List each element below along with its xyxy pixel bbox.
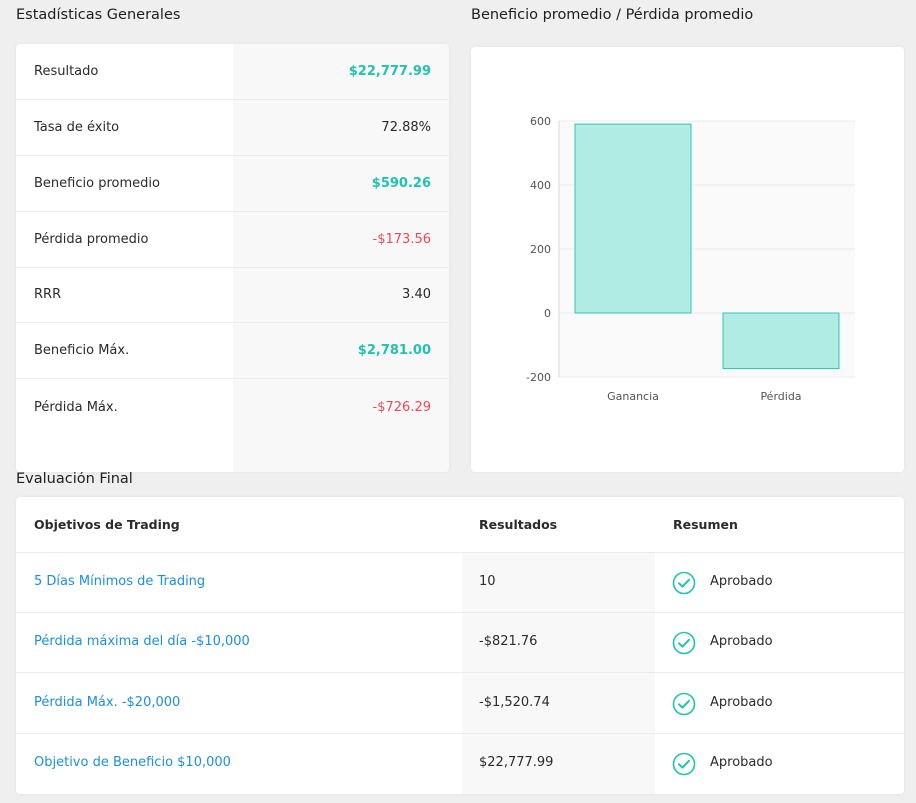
stat-value: -$173.56 bbox=[372, 232, 431, 247]
objective-link[interactable]: Pérdida máxima del día -$10,000 bbox=[34, 634, 250, 649]
table-row: Pérdida máxima del día -$10,000 -$821.76… bbox=[16, 613, 904, 673]
status-text: Aprobado bbox=[710, 695, 773, 710]
header-summary: Resumen bbox=[673, 517, 738, 532]
status-text: Aprobado bbox=[710, 634, 773, 649]
header-results: Resultados bbox=[479, 517, 558, 532]
check-circle-icon bbox=[672, 631, 696, 655]
stat-value: -$726.29 bbox=[372, 399, 431, 415]
y-tick-label: 200 bbox=[530, 243, 551, 256]
stat-row-success-rate: Tasa de éxito 72.88% bbox=[16, 100, 449, 156]
stat-value: $22,777.99 bbox=[348, 64, 431, 79]
stat-label: Tasa de éxito bbox=[34, 120, 120, 135]
stat-row-result: Resultado $22,777.99 bbox=[16, 44, 449, 100]
objective-link[interactable]: Pérdida Máx. -$20,000 bbox=[34, 695, 181, 710]
stat-row-max-profit: Beneficio Máx. $2,781.00 bbox=[16, 323, 449, 379]
result-value: -$821.76 bbox=[479, 634, 538, 649]
result-value: -$1,520.74 bbox=[479, 695, 550, 710]
stat-label: RRR bbox=[34, 287, 62, 302]
objective-link[interactable]: Objetivo de Beneficio $10,000 bbox=[34, 755, 231, 770]
stat-row-rrr: RRR 3.40 bbox=[16, 267, 449, 323]
objective-link[interactable]: 5 Días Mínimos de Trading bbox=[34, 574, 206, 589]
stat-value: 3.40 bbox=[402, 287, 431, 302]
result-value: $22,777.99 bbox=[479, 755, 554, 770]
results-column-background bbox=[462, 553, 655, 794]
evaluation-title: Evaluación Final bbox=[16, 471, 133, 487]
check-circle-icon bbox=[672, 752, 696, 776]
value-column-background bbox=[233, 44, 449, 472]
stat-label: Pérdida promedio bbox=[34, 232, 149, 247]
y-tick-label: 400 bbox=[530, 179, 551, 192]
stat-value: $2,781.00 bbox=[357, 343, 431, 358]
stat-label: Beneficio promedio bbox=[34, 176, 160, 191]
check-circle-icon bbox=[672, 692, 696, 716]
bar-pérdida bbox=[722, 312, 840, 370]
status-text: Aprobado bbox=[710, 574, 773, 589]
stat-label: Pérdida Máx. bbox=[34, 399, 118, 415]
stats-title: Estadísticas Generales bbox=[16, 7, 181, 23]
y-tick-label: 0 bbox=[544, 307, 551, 320]
table-row: Objetivo de Beneficio $10,000 $22,777.99… bbox=[16, 734, 904, 794]
y-tick-label: -200 bbox=[526, 371, 551, 384]
evaluation-header-row: Objetivos de Trading Resultados Resumen bbox=[16, 497, 904, 553]
stat-label: Resultado bbox=[34, 64, 99, 79]
table-row: 5 Días Mínimos de Trading 10 Aprobado bbox=[16, 553, 904, 613]
y-tick-label: 600 bbox=[530, 115, 551, 128]
x-tick-label: Ganancia bbox=[607, 390, 659, 403]
x-tick-label: Pérdida bbox=[760, 390, 801, 403]
stat-label: Beneficio Máx. bbox=[34, 343, 130, 358]
stat-value: $590.26 bbox=[371, 176, 431, 191]
status-text: Aprobado bbox=[710, 755, 773, 770]
stat-value: 72.88% bbox=[381, 120, 431, 135]
result-value: 10 bbox=[479, 574, 496, 589]
check-circle-icon bbox=[672, 571, 696, 595]
general-stats-card: Resultado $22,777.99 Tasa de éxito 72.88… bbox=[16, 44, 449, 472]
stat-row-avg-loss: Pérdida promedio -$173.56 bbox=[16, 212, 449, 268]
header-objectives: Objetivos de Trading bbox=[34, 517, 180, 532]
stat-row-max-loss: Pérdida Máx. -$726.29 bbox=[16, 379, 449, 435]
final-evaluation-card: Objetivos de Trading Resultados Resumen … bbox=[16, 497, 904, 794]
profit-loss-chart: 600 400 200 0 -200 Ganancia Pérdida bbox=[526, 115, 855, 403]
profit-loss-chart-card: 600 400 200 0 -200 Ganancia Pérdida bbox=[471, 47, 904, 472]
table-row: Pérdida Máx. -$20,000 -$1,520.74 Aprobad… bbox=[16, 674, 904, 734]
bar-ganancia bbox=[574, 123, 692, 314]
chart-title: Beneficio promedio / Pérdida promedio bbox=[471, 7, 754, 23]
stat-row-avg-profit: Beneficio promedio $590.26 bbox=[16, 156, 449, 212]
